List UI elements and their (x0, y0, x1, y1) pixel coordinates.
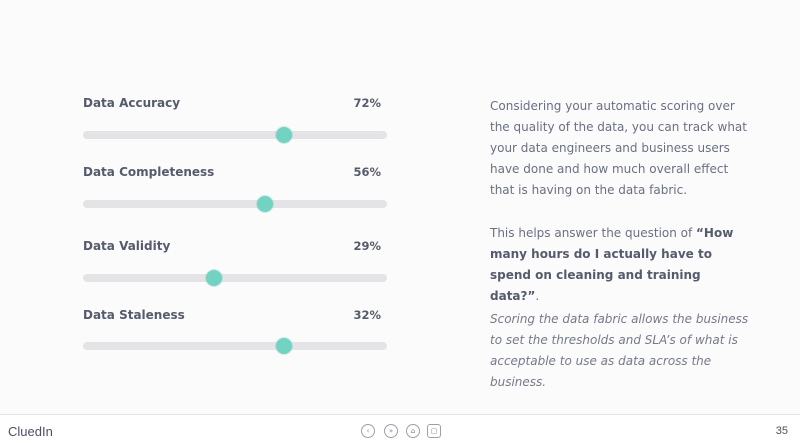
slider-track[interactable] (83, 196, 387, 212)
fullscreen-icon[interactable]: ▢ (427, 424, 441, 438)
metric-value: 32% (353, 308, 381, 322)
fast-forward-icon[interactable]: » (384, 424, 398, 438)
description-paragraph-2: This helps answer the question of “How m… (490, 223, 752, 307)
metric-label: Data Validity (83, 239, 171, 253)
question-bold: “How many hours do I actually have to sp… (490, 226, 734, 303)
metric-label: Data Completeness (83, 165, 215, 179)
slider-track[interactable] (83, 270, 387, 286)
description-italic-text: Scoring the data fabric allows the busin… (490, 312, 749, 389)
description-paragraph-3: Scoring the data fabric allows the busin… (490, 309, 752, 393)
home-icon[interactable]: ⌂ (406, 424, 420, 438)
slider-track[interactable] (83, 338, 387, 354)
question-suffix: . (535, 289, 540, 303)
metric-label: Data Staleness (83, 308, 185, 322)
slider-track[interactable] (83, 127, 387, 143)
footer-bar: CluedIn ‹ » ⌂ ▢ 35 (0, 414, 800, 446)
metric-value: 29% (353, 239, 381, 253)
metric-label: Data Accuracy (83, 96, 181, 110)
slider-thumb[interactable] (275, 338, 292, 354)
previous-icon[interactable]: ‹ (361, 424, 375, 438)
metric-value: 56% (353, 165, 381, 179)
metric-value: 72% (353, 96, 381, 110)
description-text: Considering your automatic scoring over … (490, 99, 747, 197)
page-number: 35 (775, 425, 788, 437)
slider-thumb[interactable] (257, 196, 274, 212)
slide: Data Accuracy 72% Data Completeness 56% … (83, 96, 752, 393)
description-paragraph-1: Considering your automatic scoring over … (490, 96, 752, 201)
question-prefix: This helps answer the question of (490, 226, 697, 240)
slider-thumb[interactable] (205, 270, 222, 286)
description-text: This helps answer the question of “How m… (490, 223, 752, 307)
brand-name: CluedIn (8, 424, 53, 439)
slider-thumb[interactable] (275, 127, 292, 143)
